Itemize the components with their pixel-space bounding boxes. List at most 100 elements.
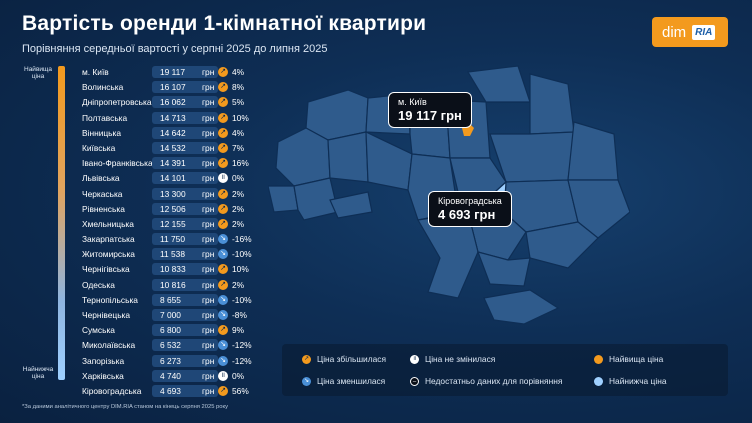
price-pill bbox=[152, 141, 218, 154]
price-value: 11 750 bbox=[160, 234, 185, 245]
region-name: Чернівецька bbox=[82, 310, 131, 320]
table-row: Хмельницька 12 155 грн ↗ 2% bbox=[82, 217, 262, 232]
price-pill bbox=[152, 293, 218, 306]
arrow-up-icon: ↗ bbox=[218, 325, 228, 336]
region-name: Волинська bbox=[82, 82, 124, 93]
table-row: Запорізька 6 273 грн ↘ -12% bbox=[82, 354, 262, 369]
logo-ria-text: RIA bbox=[692, 24, 716, 40]
currency-label: грн bbox=[202, 158, 215, 169]
map-region-kherson bbox=[477, 251, 531, 287]
price-pill bbox=[152, 217, 218, 230]
region-name: Тернопільська bbox=[82, 294, 138, 305]
price-value: 7 000 bbox=[160, 310, 181, 320]
arrow-up-icon: ↗ bbox=[218, 158, 228, 169]
change-percent: -10% bbox=[232, 249, 252, 260]
price-pill bbox=[152, 354, 218, 367]
region-name: Дніпропетровська bbox=[82, 97, 152, 108]
price-value: 8 655 bbox=[160, 294, 181, 305]
change-percent: 10% bbox=[232, 264, 249, 275]
change-percent: 2% bbox=[232, 279, 245, 290]
arrow-up-icon: ↗ bbox=[218, 142, 228, 153]
price-pill bbox=[152, 339, 218, 352]
table-row: Івано-Франківська 14 391 грн ↗ 16% bbox=[82, 156, 262, 171]
pause-icon: ॥ bbox=[410, 354, 419, 364]
price-pill bbox=[152, 324, 218, 337]
region-name: Львівська bbox=[82, 173, 120, 184]
map-region-kharkiv bbox=[567, 121, 619, 181]
currency-label: грн bbox=[202, 142, 215, 153]
table-row: Чернівецька 7 000 грн ↘ -8% bbox=[82, 308, 262, 323]
price-value: 6 800 bbox=[160, 325, 181, 336]
price-pill bbox=[152, 202, 218, 215]
arrow-down-icon: ↘ bbox=[302, 376, 311, 386]
table-row: Кіровоградська 4 693 грн ↗ 56% bbox=[82, 384, 262, 399]
price-value: 13 300 bbox=[160, 188, 186, 199]
dim-ria-logo[interactable]: dim RIA bbox=[652, 17, 728, 47]
price-value: 14 642 bbox=[160, 127, 186, 138]
price-value: 16 062 bbox=[160, 97, 186, 108]
currency-label: грн bbox=[202, 188, 215, 199]
price-value: 11 538 bbox=[160, 249, 185, 260]
change-percent: -10% bbox=[232, 294, 252, 305]
map-region-lviv bbox=[275, 127, 331, 187]
region-name: Житомирська bbox=[82, 249, 135, 260]
map-region-chernivtsi bbox=[329, 191, 373, 219]
currency-label: грн bbox=[202, 249, 215, 260]
region-name: Харківська bbox=[82, 370, 124, 381]
table-row: Миколаївська 6 532 грн ↘ -12% bbox=[82, 338, 262, 353]
callout-kirovohrad-name: Кіровоградська bbox=[438, 196, 502, 206]
arrow-down-icon: ↘ bbox=[218, 355, 228, 366]
price-value: 12 506 bbox=[160, 203, 186, 214]
arrow-up-icon: ↗ bbox=[218, 203, 228, 214]
price-pill bbox=[152, 309, 218, 321]
pause-icon: ॥ bbox=[218, 173, 228, 184]
map-region-donetsk bbox=[567, 179, 630, 239]
price-value: 6 273 bbox=[160, 355, 181, 366]
table-row: Рівненська 12 506 грн ↗ 2% bbox=[82, 202, 262, 217]
change-percent: 0% bbox=[232, 173, 245, 184]
table-row: м. Київ 19 117 грн ↗ 4% bbox=[82, 65, 262, 80]
footnote: *За даними аналітичного центру DIM.RIA с… bbox=[22, 404, 229, 410]
price-pill bbox=[152, 111, 218, 124]
change-percent: -12% bbox=[232, 355, 252, 366]
price-pill bbox=[152, 263, 218, 276]
currency-label: грн bbox=[202, 127, 215, 138]
map-region-ivano-frankivsk bbox=[293, 177, 339, 221]
change-percent: 56% bbox=[232, 385, 249, 396]
map-region-chernihiv bbox=[467, 65, 531, 103]
callout-kirovohrad: Кіровоградська 4 693 грн bbox=[428, 191, 512, 227]
arrow-up-icon: ↗ bbox=[218, 82, 228, 93]
map-region-sumy bbox=[529, 73, 575, 135]
region-name: Рівненська bbox=[82, 203, 125, 214]
map-region-crimea bbox=[483, 289, 560, 325]
legend: ↗ Ціна збільшилася ॥ Ціна не змінилася Н… bbox=[282, 344, 728, 396]
table-row: Харківська 4 740 грн ॥ 0% bbox=[82, 369, 262, 384]
legend-item-same: ॥ Ціна не змінилася bbox=[410, 354, 495, 364]
arrow-down-icon: ↘ bbox=[218, 340, 228, 351]
currency-label: грн bbox=[202, 173, 215, 184]
price-pill bbox=[152, 187, 218, 200]
arrow-up-icon: ↗ bbox=[218, 97, 228, 108]
region-name: Вінницька bbox=[82, 127, 122, 138]
table-row: Львівська 14 101 грн ॥ 0% bbox=[82, 171, 262, 186]
map-region-poltava bbox=[489, 131, 575, 183]
page-title: Вартість оренди 1-кімнатної квартири bbox=[22, 12, 427, 35]
legend-label-same: Ціна не змінилася bbox=[425, 354, 496, 364]
price-pill bbox=[152, 157, 218, 170]
region-name: Кіровоградська bbox=[82, 385, 142, 396]
map-region-zaporizhzhia bbox=[525, 221, 599, 269]
price-pill bbox=[152, 96, 218, 109]
highest-price-dot-icon bbox=[594, 354, 603, 364]
currency-label: грн bbox=[202, 97, 215, 108]
arrow-up-icon: ↗ bbox=[218, 112, 228, 123]
region-name: Миколаївська bbox=[82, 340, 136, 351]
legend-label-na: Недостатньо даних для порівняння bbox=[425, 376, 563, 386]
legend-label-up: Ціна збільшилася bbox=[317, 354, 386, 364]
arrow-down-icon: ↘ bbox=[218, 294, 228, 305]
table-row: Київська 14 532 грн ↗ 7% bbox=[82, 141, 262, 156]
change-percent: -12% bbox=[232, 340, 252, 351]
arrow-up-icon: ↗ bbox=[218, 67, 228, 77]
scale-top-label: Найвища ціна bbox=[24, 66, 52, 81]
price-value: 14 391 bbox=[160, 158, 186, 169]
pause-icon: ॥ bbox=[218, 370, 228, 381]
